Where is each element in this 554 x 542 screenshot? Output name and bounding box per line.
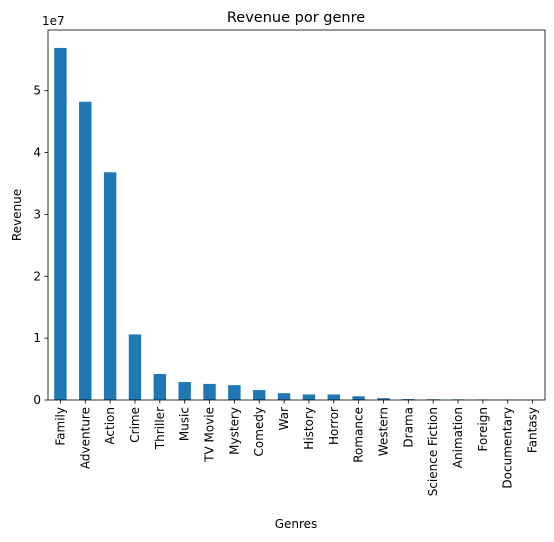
bar-tv-movie — [203, 383, 216, 400]
x-tick-label: Thriller — [153, 407, 167, 450]
x-ticks-layer: Family Adventure Action Crime Thriller Music T… — [53, 400, 540, 496]
x-tick-label: Horror — [327, 407, 341, 445]
y-axis-label: Revenue — [10, 189, 24, 241]
x-tick-label: Family — [53, 407, 67, 446]
x-tick-label: Science Fiction — [426, 407, 440, 496]
x-tick-label: Drama — [401, 407, 415, 448]
x-tick-label: War — [277, 407, 291, 430]
bar-war — [277, 393, 291, 400]
bar-history — [302, 394, 316, 400]
y-ticks-layer: 0 1 2 3 4 5 — [33, 84, 48, 407]
y-tick-label: 3 — [33, 207, 41, 221]
x-tick-label: Animation — [451, 407, 465, 468]
bar-action — [103, 172, 117, 400]
bar-comedy — [253, 390, 266, 400]
x-tick-label: TV Movie — [203, 407, 217, 463]
bar-music — [178, 382, 191, 400]
x-tick-label: Romance — [352, 407, 366, 463]
y-tick-label: 1 — [33, 331, 41, 345]
x-axis-label: Genres — [275, 517, 318, 531]
bar-crime — [128, 334, 142, 400]
bar-thriller — [153, 374, 167, 400]
y-tick-label: 5 — [33, 84, 41, 98]
y-tick-label: 4 — [33, 146, 41, 160]
bar-romance — [352, 396, 365, 400]
bar-western — [377, 398, 390, 400]
x-tick-label: History — [302, 407, 316, 450]
x-tick-label: Music — [178, 407, 192, 441]
bar-mystery — [228, 385, 241, 400]
x-tick-label: Documentary — [501, 407, 515, 489]
x-tick-label: Comedy — [252, 407, 266, 457]
x-tick-label: Foreign — [476, 407, 490, 451]
x-tick-label: Mystery — [227, 407, 241, 455]
y-tick-label: 2 — [33, 269, 41, 283]
y-scale-label: 1e7 — [42, 14, 65, 28]
x-tick-label: Crime — [128, 407, 142, 443]
x-tick-label: Western — [376, 407, 390, 456]
y-tick-label: 0 — [33, 393, 41, 407]
x-tick-label: Action — [103, 407, 117, 445]
x-tick-label: Fantasy — [526, 407, 540, 453]
bar-horror — [327, 394, 340, 400]
x-tick-label: Adventure — [78, 407, 92, 469]
plot-frame — [47, 29, 546, 401]
bar-adventure — [79, 101, 92, 400]
bar-drama — [402, 399, 415, 400]
bars-layer — [54, 47, 539, 400]
bar-family — [54, 47, 67, 400]
chart-title: Revenue por genre — [227, 10, 365, 26]
